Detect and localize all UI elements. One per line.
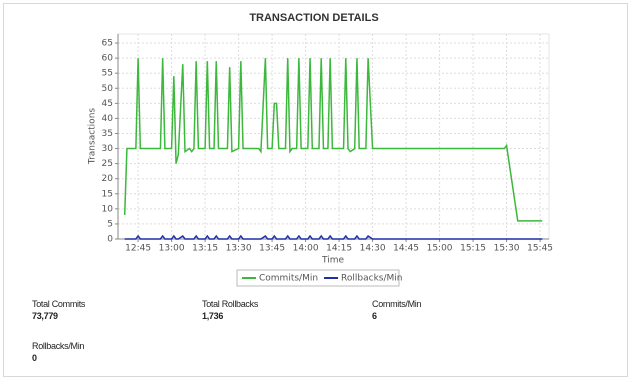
x-tick-label: 15:30 [494, 244, 520, 254]
x-axis-label: Time [321, 256, 344, 266]
stat: Total Commits 73,779 [32, 299, 85, 321]
legend-label: Commits/Min [259, 274, 318, 284]
x-tick-label: 13:00 [159, 244, 185, 254]
y-tick-label: 65 [102, 39, 113, 49]
legend-box [236, 269, 400, 287]
series-line [123, 58, 543, 222]
stat-value: 0 [32, 353, 37, 363]
stat-value: 1,736 [202, 311, 224, 321]
y-tick-label: 10 [102, 204, 114, 214]
stat: Total Rollbacks 1,736 [202, 299, 258, 321]
stat-label: Total Commits [32, 299, 86, 309]
x-tick-label: 15:15 [460, 244, 486, 254]
y-tick-label: 40 [102, 114, 114, 124]
series-line [124, 234, 543, 240]
x-tick-label: 13:30 [226, 244, 252, 254]
x-tick-label: 14:00 [293, 244, 319, 254]
y-tick-label: 20 [102, 174, 114, 184]
y-axis-label: Transactions [88, 108, 98, 165]
y-tick-label: 45 [102, 99, 113, 109]
y-tick-label: 30 [102, 144, 114, 154]
x-tick-label: 14:15 [326, 244, 352, 254]
chart: TRANSACTION DETAILS Transactions Time 0 5… [88, 12, 553, 287]
stat-value: 6 [372, 311, 377, 321]
x-tick-label: 15:45 [527, 244, 553, 254]
x-tick-label: 14:45 [393, 244, 419, 254]
stat-value: 73,779 [32, 311, 58, 321]
panel: TRANSACTION DETAILS Transactions Time 0 5… [3, 3, 628, 377]
y-tick-label: 0 [107, 235, 113, 245]
stat: Commits/Min 6 [372, 299, 422, 321]
x-tick-label: 13:15 [192, 244, 218, 254]
y-tick-label: 5 [107, 219, 113, 229]
stat-label: Commits/Min [372, 299, 422, 309]
stat-label: Total Rollbacks [202, 299, 259, 309]
y-tick-label: 35 [102, 129, 113, 139]
x-tick-label: 12:45 [125, 244, 151, 254]
legend-label: Rollbacks/Min [341, 274, 402, 284]
y-tick-label: 55 [102, 69, 113, 79]
x-tick-label: 15:00 [427, 244, 453, 254]
x-tick-label: 13:45 [259, 244, 285, 254]
stat-label: Rollbacks/Min [32, 341, 85, 351]
plot-area [117, 33, 550, 240]
y-tick-label: 60 [102, 54, 114, 64]
y-tick-label: 50 [102, 84, 114, 94]
chart-title: TRANSACTION DETAILS [249, 12, 378, 24]
stat: Rollbacks/Min 0 [32, 341, 84, 363]
y-tick-label: 25 [102, 159, 113, 169]
y-tick-label: 15 [102, 189, 113, 199]
x-tick-label: 14:30 [360, 244, 386, 254]
